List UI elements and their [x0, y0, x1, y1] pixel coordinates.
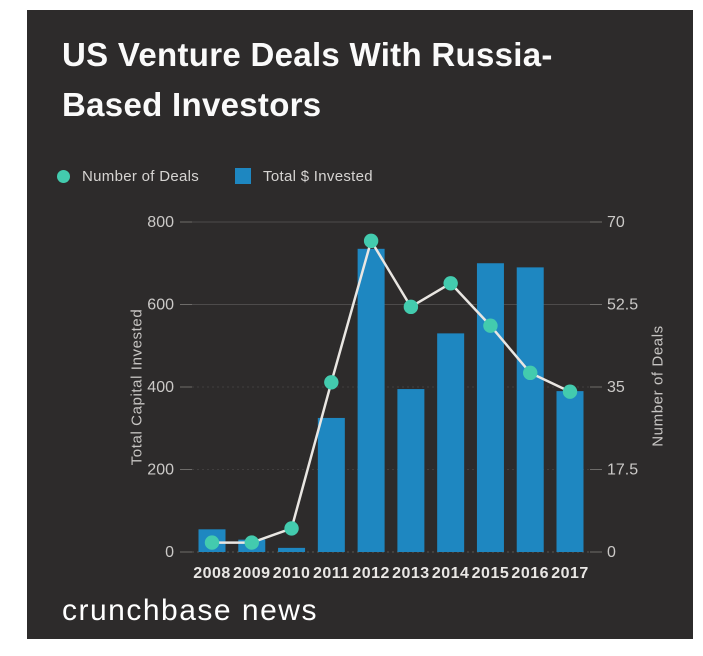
- x-label-2017: 2017: [551, 565, 589, 582]
- x-label-2016: 2016: [511, 565, 549, 582]
- point-2017: [562, 384, 578, 399]
- bar-2014: [437, 333, 465, 552]
- left-tick-label-0: 0: [165, 544, 174, 561]
- x-label-2008: 2008: [193, 565, 231, 582]
- point-2013: [403, 299, 419, 315]
- point-2010: [284, 521, 299, 536]
- chart-title: US Venture Deals With Russia- Based Inve…: [62, 30, 553, 130]
- bar-2011: [317, 417, 345, 552]
- invested-bar-icon: [235, 168, 252, 184]
- x-label-2015: 2015: [472, 565, 510, 582]
- point-2015: [483, 318, 498, 333]
- legend-label-number-of-deals: Number of Deals: [82, 167, 200, 185]
- left-tick-label-800: 800: [147, 214, 174, 231]
- x-label-2014: 2014: [432, 565, 470, 582]
- left-tick-label-200: 200: [147, 462, 174, 479]
- point-2012: [363, 233, 379, 249]
- x-label-2009: 2009: [233, 565, 271, 582]
- point-2016: [523, 365, 538, 381]
- deals-point-icon: [57, 169, 70, 183]
- bar-2017: [556, 391, 584, 552]
- left-tick-label-600: 600: [147, 297, 174, 314]
- bar-2013: [397, 389, 425, 552]
- point-2008: [204, 535, 220, 550]
- right-tick-label-52.5: 52.5: [607, 297, 638, 314]
- chart-card: US Venture Deals With Russia- Based Inve…: [27, 10, 693, 639]
- point-2011: [324, 375, 339, 390]
- legend-label-total-invested: Total $ Invested: [263, 167, 373, 185]
- right-axis-title: Number of Deals: [649, 325, 667, 447]
- crunchbase-news-logo: crunchbase news: [62, 594, 318, 627]
- bar-2012: [357, 248, 385, 552]
- bar-2015: [476, 263, 504, 552]
- right-tick-label-17.5: 17.5: [607, 462, 638, 479]
- left-tick-label-400: 400: [147, 379, 174, 396]
- left-axis-title: Total Capital Invested: [128, 308, 146, 466]
- bar-2016: [516, 267, 544, 552]
- deals-line: [210, 239, 572, 544]
- right-tick-label-0: 0: [607, 544, 616, 561]
- legend-item-number-of-deals: Number of Deals: [57, 168, 199, 185]
- x-label-2010: 2010: [273, 565, 311, 582]
- chart-title-line-1: US Venture Deals With Russia-: [62, 36, 553, 73]
- x-label-2012: 2012: [352, 565, 390, 582]
- bar-2010: [278, 547, 306, 552]
- x-label-2011: 2011: [313, 565, 350, 582]
- chart-title-line-2: Based Investors: [62, 86, 322, 123]
- x-label-2013: 2013: [392, 565, 430, 582]
- legend: Number of Deals Total $ Invested: [57, 167, 373, 185]
- right-tick-label-35: 35: [607, 379, 625, 396]
- legend-item-total-invested: Total $ Invested: [235, 168, 373, 185]
- point-2014: [443, 276, 458, 291]
- right-tick-label-70: 70: [607, 214, 625, 231]
- point-2009: [244, 535, 259, 550]
